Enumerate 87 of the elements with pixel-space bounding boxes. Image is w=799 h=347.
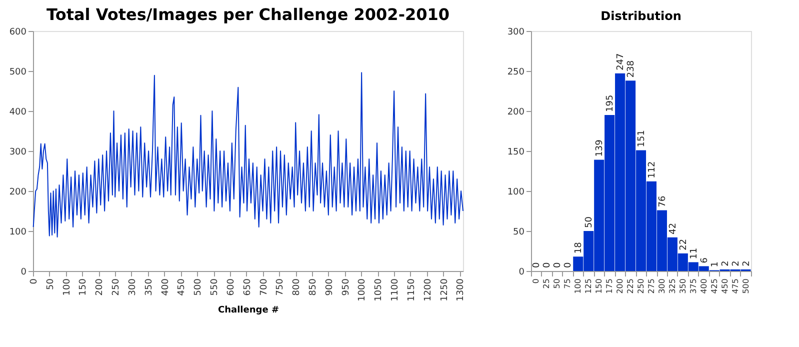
x-tick-label: 600: [226, 278, 236, 296]
x-tick-label: 400: [160, 278, 171, 296]
y-tick-label: 0: [518, 268, 525, 278]
y-tick-label: 100: [9, 228, 27, 238]
y-tick-label: 300: [9, 148, 27, 158]
data-label: 0: [532, 262, 542, 268]
x-tick-label: 50: [552, 278, 562, 289]
x-axis-title: Challenge #: [218, 305, 279, 316]
data-label: 2: [742, 260, 752, 266]
chart-title: Total Votes/Images per Challenge 2002-2010: [46, 5, 450, 24]
x-tick-label: 50: [46, 278, 56, 290]
x-tick-label: 750: [276, 278, 286, 296]
data-label: 139: [595, 139, 606, 157]
x-tick-label: 250: [112, 278, 122, 296]
data-label: 2: [731, 260, 742, 266]
x-tick-label: 1000: [358, 278, 368, 302]
y-tick-label: 0: [20, 268, 27, 278]
x-tick-label: 950: [341, 278, 352, 296]
x-tick-label: 1150: [406, 278, 417, 302]
x-tick-label: 800: [292, 278, 302, 296]
x-tick-label: 450: [720, 278, 730, 294]
x-tick-label: 425: [710, 278, 719, 294]
y-tick-label: 300: [507, 28, 525, 38]
x-tick-label: 125: [584, 278, 594, 294]
data-label: 151: [637, 130, 647, 148]
data-label: 11: [689, 248, 700, 260]
x-tick-label: 325: [668, 278, 677, 294]
x-tick-label: 475: [730, 278, 740, 294]
data-label: 0: [542, 262, 553, 268]
data-label: 2: [720, 260, 731, 266]
y-tick-label: 250: [507, 68, 525, 78]
y-tick-label: 200: [507, 108, 525, 118]
x-tick-label: 150: [594, 278, 604, 294]
x-tick-label: 650: [242, 278, 253, 296]
x-tick-label: 550: [210, 278, 220, 296]
data-label: 18: [574, 242, 584, 254]
x-tick-label: 700: [259, 278, 270, 296]
x-tick-label: 25: [542, 278, 552, 289]
x-tick-label: 75: [563, 278, 572, 289]
line-series: [32, 72, 464, 238]
data-label: 0: [564, 262, 574, 268]
x-tick-label: 175: [605, 278, 614, 294]
data-label: 238: [626, 60, 637, 78]
x-tick-label: 1200: [423, 278, 434, 302]
x-tick-label: 100: [574, 278, 583, 294]
x-tick-label: 900: [324, 278, 335, 296]
x-tick-label: 150: [78, 278, 89, 296]
x-tick-label: 225: [626, 278, 636, 294]
x-tick-label: 1300: [456, 278, 466, 302]
data-label: 76: [658, 195, 668, 208]
x-tick-label: 275: [646, 278, 656, 294]
y-tick-label: 500: [9, 68, 27, 78]
x-tick-label: 300: [657, 278, 666, 294]
x-tick-label: 0: [30, 278, 40, 284]
data-label: 22: [678, 238, 689, 250]
x-tick-label: 400: [699, 278, 708, 294]
data-label: 195: [606, 94, 616, 112]
x-tick-label: 500: [741, 278, 750, 294]
x-tick-label: 200: [95, 278, 106, 296]
y-tick-label: 150: [507, 148, 525, 158]
x-tick-label: 350: [678, 278, 688, 294]
y-tick-label: 200: [9, 188, 27, 198]
x-tick-label: 1100: [390, 278, 401, 302]
y-tick-label: 600: [9, 28, 27, 38]
x-tick-label: 200: [616, 278, 625, 294]
x-tick-label: 350: [144, 278, 154, 296]
x-tick-label: 250: [636, 278, 646, 294]
data-label: 50: [584, 216, 595, 228]
data-label: 0: [553, 262, 564, 268]
x-tick-label: 1050: [374, 278, 384, 302]
data-label: 6: [700, 257, 710, 264]
y-tick-label: 400: [9, 108, 27, 118]
x-tick-label: 850: [308, 278, 319, 296]
data-label: 247: [616, 53, 626, 70]
x-tick-label: 1250: [440, 278, 450, 302]
chart-title: Distribution: [600, 9, 682, 23]
data-label: 42: [668, 222, 678, 234]
data-label: 112: [647, 161, 658, 178]
x-tick-label: 100: [62, 278, 72, 296]
y-tick-label: 50: [513, 228, 525, 238]
y-tick-label: 100: [507, 188, 525, 198]
x-tick-label: 500: [194, 278, 204, 296]
x-tick-label: 375: [688, 278, 698, 294]
data-label: 1: [710, 261, 720, 268]
x-tick-label: 450: [177, 278, 188, 296]
x-tick-label: 0: [532, 278, 541, 284]
x-tick-label: 300: [128, 278, 138, 296]
